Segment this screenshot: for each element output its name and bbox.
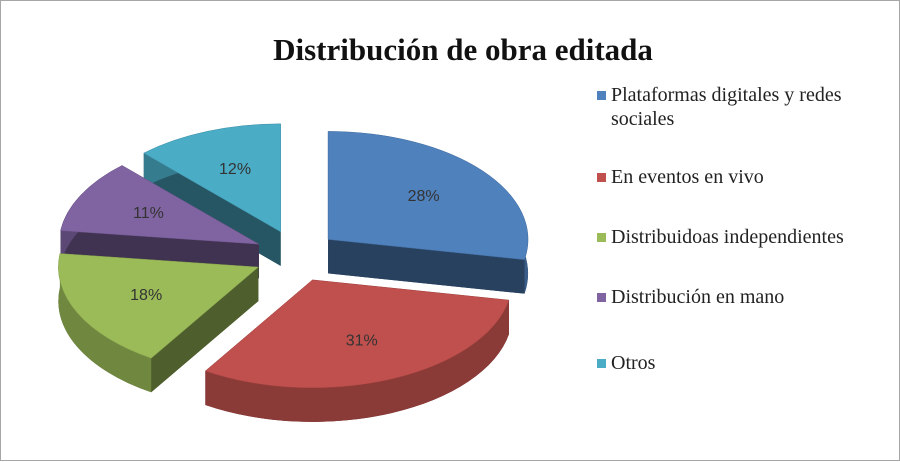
slice-side — [205, 300, 509, 422]
slice — [58, 253, 259, 359]
slice-wall — [328, 239, 525, 294]
data-label: 31% — [346, 333, 378, 350]
slice — [60, 165, 260, 245]
legend-swatch — [597, 173, 606, 182]
legend-label: Distribución en mano — [611, 286, 785, 308]
legend-item: En eventos en vivo — [597, 165, 892, 189]
data-label: 18% — [130, 287, 162, 304]
legend-swatch — [597, 293, 606, 302]
legend-item: Distribuidoas independientes — [597, 225, 892, 249]
legend-item: Otros — [597, 351, 892, 375]
legend-swatch — [597, 359, 606, 368]
legend-swatch — [597, 233, 606, 242]
slice — [327, 131, 529, 260]
data-label: 11% — [133, 205, 164, 222]
legend-label: Otros — [611, 352, 656, 374]
chart-title: Distribución de obra editada — [273, 32, 653, 67]
legend-swatch — [597, 91, 606, 100]
legend-label: En eventos en vivo — [611, 166, 764, 188]
data-label: 12% — [219, 161, 251, 178]
legend-label: Plataformas digitales y redes sociales — [611, 84, 842, 130]
legend-item: Distribución en mano — [597, 285, 892, 309]
slice — [143, 123, 281, 233]
data-label: 28% — [408, 188, 440, 205]
legend-label: Distribuidoas independientes — [611, 226, 844, 248]
legend-item: Plataformas digitales y redes sociales — [597, 83, 892, 131]
slice — [204, 279, 510, 389]
slice-side — [58, 253, 152, 393]
